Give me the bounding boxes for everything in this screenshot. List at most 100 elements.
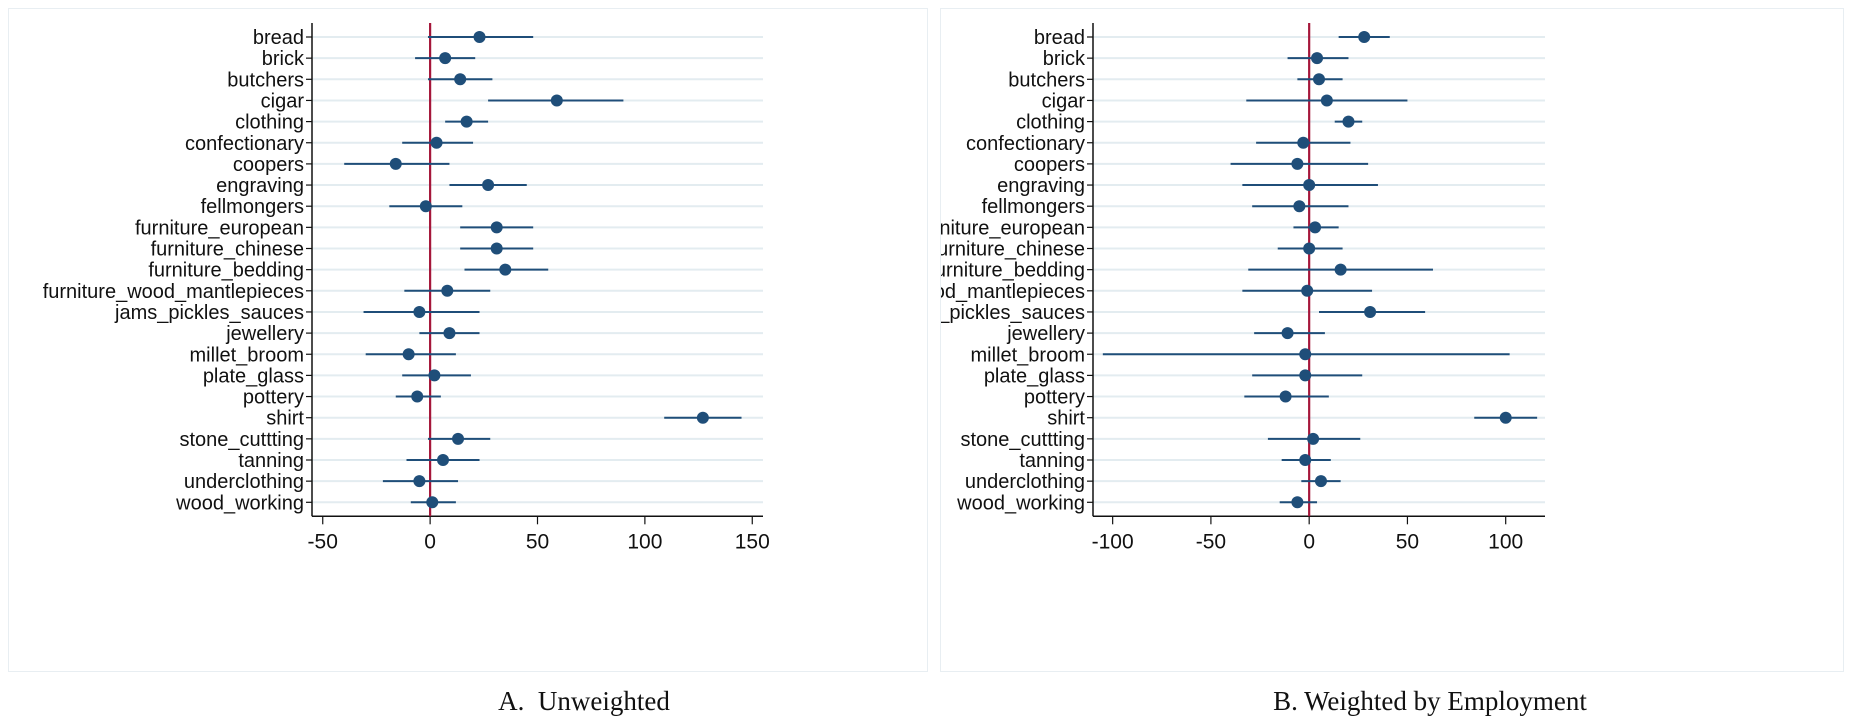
category-label: underclothing [184,471,304,493]
category-label: engraving [216,175,304,197]
estimate-marker [411,390,424,403]
estimate-marker [1320,94,1333,107]
category-label: jewellery [225,323,304,345]
category-label: coopers [1014,154,1085,176]
category-label: jams_pickles_sauces [114,302,304,324]
estimate-marker [437,454,450,466]
x-tick-label: 100 [627,530,662,553]
category-label: clothing [1016,112,1085,134]
category-label: coopers [233,154,304,176]
coef-plot-weighted: breadbrickbutcherscigarclothingconfectio… [941,23,1545,553]
category-label: stone_cuttting [179,429,304,451]
estimate-marker [439,52,452,65]
estimate-marker [1303,242,1316,255]
category-label: engraving [997,175,1085,197]
category-label: furniture_wood_mantlepieces [43,281,304,303]
estimate-marker [426,496,439,509]
estimate-marker [550,94,563,107]
estimate-marker [389,157,402,170]
category-label: cigar [261,90,305,112]
coef-plot-unweighted: breadbrickbutcherscigarclothingconfectio… [43,23,770,553]
x-tick-label: -100 [1092,530,1134,553]
category-label: bread [1034,27,1085,49]
estimate-marker [413,475,426,488]
category-label: stone_cuttting [960,429,1085,451]
estimate-marker [454,73,467,86]
x-tick-label: 0 [424,530,436,553]
category-label: brick [1043,48,1086,70]
estimate-marker [1299,369,1312,382]
estimate-marker [1291,157,1304,170]
estimate-marker [413,305,426,318]
category-label: brick [262,48,305,70]
estimate-marker [1358,31,1371,43]
category-label: shirt [1047,408,1085,430]
estimate-marker [490,242,503,255]
x-tick-label: 0 [1303,530,1315,553]
estimate-marker [1313,73,1325,86]
estimate-marker [1299,454,1312,466]
panel-unweighted: bread brick butchers cigar clothing confectio… [8,8,928,672]
estimate-marker [452,432,465,445]
category-label: furniture_chinese [151,239,304,261]
estimate-marker [473,31,486,43]
estimate-marker [443,327,456,340]
category-label: confectionary [185,133,304,155]
estimate-marker [1299,348,1312,361]
category-label: clothing [235,112,304,134]
estimate-marker [1301,284,1314,297]
category-label: fellmongers [201,196,304,218]
estimate-marker [1293,200,1306,213]
category-label: furniture_bedding [941,260,1085,282]
category-label: butchers [1008,69,1085,91]
category-label: pottery [243,387,304,409]
category-label: butchers [227,69,304,91]
category-label: furniture_european [135,217,304,239]
estimate-marker [1314,475,1327,488]
category-label: plate_glass [203,365,304,387]
estimate-marker [1342,115,1355,128]
estimate-marker [696,411,709,424]
category-label: plate_glass [984,365,1085,387]
category-label: furniture_chinese [941,239,1085,261]
panel-weighted: bread brick butchers cigar clothing confectio… [940,8,1844,672]
category-label: underclothing [965,471,1085,493]
estimate-marker [1364,305,1377,318]
estimate-marker [1291,496,1304,509]
estimate-marker [499,263,512,276]
x-tick-label: 100 [1488,530,1523,553]
category-label: furniture_bedding [148,260,304,282]
estimate-marker [419,200,432,213]
category-label: jams_pickles_sauces [941,302,1085,324]
estimate-marker [482,179,495,192]
category-label: wood_working [175,492,304,514]
category-label: furniture_european [941,217,1085,239]
category-label: shirt [266,408,304,430]
estimate-marker [1281,327,1294,340]
x-tick-label: 150 [735,530,770,553]
category-label: furniture_wood_mantlepieces [941,281,1085,303]
x-tick-label: 50 [1396,530,1419,553]
estimate-marker [460,115,473,128]
estimate-marker [1499,411,1512,424]
estimate-marker [430,136,443,149]
category-label: millet_broom [971,344,1085,366]
x-tick-label: 50 [526,530,549,553]
estimate-marker [1279,390,1292,403]
category-label: bread [253,27,304,49]
x-tick-label: -50 [308,530,338,553]
estimate-marker [428,369,441,382]
category-label: pottery [1024,387,1085,409]
category-label: tanning [1019,450,1085,472]
x-tick-label: -50 [1196,530,1226,553]
estimate-marker [402,348,415,361]
category-label: tanning [238,450,304,472]
estimate-marker [490,221,503,234]
estimate-marker [1309,221,1322,234]
category-label: confectionary [966,133,1085,155]
category-label: millet_broom [190,344,304,366]
estimate-marker [1303,179,1316,192]
estimate-marker [441,284,454,297]
caption-unweighted: A. Unweighted [498,686,670,716]
category-label: cigar [1042,90,1086,112]
